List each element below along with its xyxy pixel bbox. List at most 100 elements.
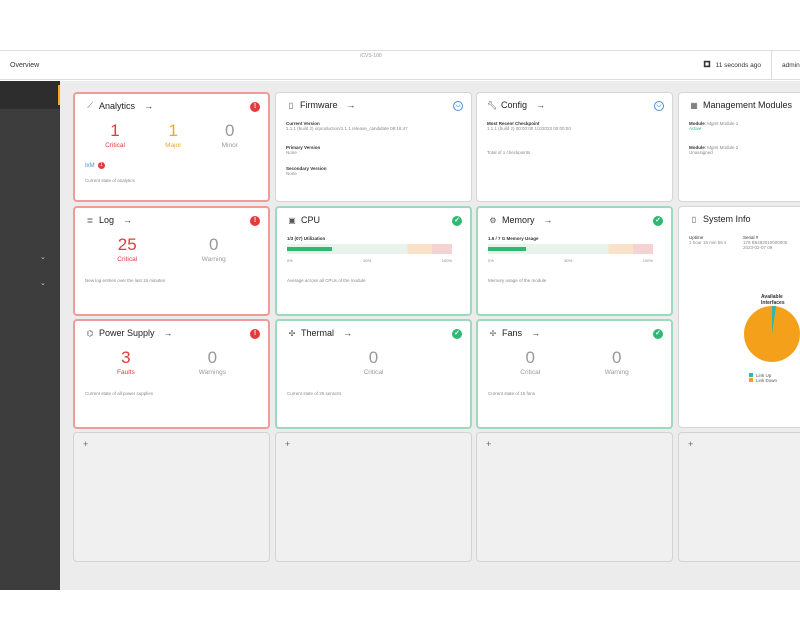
stat-minor[interactable]: 0 Minor	[222, 122, 238, 150]
widget-stats: 1 Critical 1 Major 0 Minor	[75, 121, 268, 150]
arrow-right-icon[interactable]: →	[123, 215, 133, 225]
user-menu[interactable]: admin	[782, 61, 800, 69]
add-widget-button[interactable]: +	[83, 439, 89, 449]
widget-title: Log	[99, 215, 115, 225]
fans-widget[interactable]: ✢ Fans → ✓ 0 Critical 0 Warning Current st…	[476, 319, 673, 429]
arrow-right-icon[interactable]: →	[531, 328, 541, 338]
bar-title: 1/3 (07) Utilization	[287, 236, 326, 241]
power-supply-widget[interactable]: ⌬ Power Supply → ! 3 Faults 0 Warnings Cur…	[73, 319, 270, 429]
kv-label: Primary Version	[286, 145, 321, 150]
empty-widget-slot[interactable]: +	[275, 432, 472, 562]
widget-description: Current state of analytics	[85, 178, 135, 183]
stat-label: Critical	[117, 256, 138, 263]
arrow-right-icon[interactable]: →	[543, 215, 553, 225]
chevron-down-icon[interactable]: ⌄	[40, 280, 46, 287]
error-status-icon: !	[250, 329, 260, 339]
stat-critical[interactable]: 0 Critical	[520, 348, 540, 377]
empty-widget-slot[interactable]: +	[476, 432, 673, 562]
widget-title: Power Supply	[99, 328, 155, 338]
management-module-1: Module: Mgmt Module 1 Active	[689, 121, 799, 131]
log-widget[interactable]: ≣ Log → ! 25 Critical 0 Warning New log en…	[73, 206, 270, 316]
arrow-right-icon[interactable]: →	[346, 100, 356, 110]
sysinfo-serial: Serial #178 B6482010000000 2023-02-07 09	[743, 235, 788, 250]
tick-label: 50%	[363, 258, 372, 263]
widget-title: Management Modules	[703, 100, 793, 110]
top-bar-right: 11 seconds ago admin	[693, 51, 800, 79]
empty-widget-slot[interactable]: +	[73, 432, 270, 562]
config-widget[interactable]: 🔧︎ Config → ◡ Most Recent Checkpoint 1.1.…	[476, 92, 673, 202]
widget-description: Memory usage of the module	[488, 278, 547, 283]
sidebar-item-selected[interactable]	[0, 81, 60, 109]
firmware-current: Current Version 1.1.1 (build 2) xrproduct…	[286, 121, 466, 131]
cpu-widget[interactable]: ▣ CPU ✓ 1/3 (07) Utilization 0% 50% 100%…	[275, 206, 472, 316]
widget-header: ⟋ Analytics →	[85, 101, 153, 111]
refresh-status[interactable]: 11 seconds ago	[693, 51, 772, 79]
grid-icon: ▦	[690, 100, 698, 110]
add-widget-button[interactable]: +	[285, 439, 291, 449]
stat-warnings[interactable]: 0 Warnings	[199, 348, 226, 377]
file-icon: ▯	[288, 100, 294, 110]
widget-description: Average across all CPUs of the module	[287, 278, 366, 283]
stat-critical[interactable]: 1 Critical	[105, 122, 125, 150]
stat-major[interactable]: 1 Major	[165, 121, 181, 150]
add-widget-button[interactable]: +	[688, 439, 694, 449]
stat-critical[interactable]: 25 Critical	[117, 235, 138, 264]
widget-title: Thermal	[301, 328, 335, 338]
stat-warning[interactable]: 0 Warning	[605, 349, 629, 377]
stat-critical[interactable]: 0 Critical	[364, 349, 384, 377]
legend-label: Link Up	[756, 373, 772, 378]
cpu-usage-bar	[287, 244, 452, 254]
bar-ticks: 0% 50% 100%	[287, 258, 452, 263]
stat-value: 25	[117, 235, 137, 254]
list-icon: ≣	[86, 215, 94, 225]
tick-label: 50%	[564, 258, 573, 263]
kv-label: Module	[689, 121, 705, 126]
pie-slice-up	[772, 306, 776, 334]
sidebar: ⌄ ⌄	[0, 81, 60, 590]
widget-title: System Info	[703, 214, 751, 224]
plug-icon: ⌬	[86, 328, 94, 338]
arrow-right-icon[interactable]: →	[536, 100, 546, 110]
stat-value: 1	[168, 121, 179, 140]
legend-item: Link Down	[749, 378, 777, 383]
widget-header: 🔧︎ Config →	[487, 100, 545, 110]
widget-header: ✣ Thermal →	[287, 328, 352, 338]
thermal-widget[interactable]: ✣ Thermal → ✓ 0 Critical Current state of…	[275, 319, 472, 429]
kv-value: 1.1.1 (build 2) xrproduction/1.1.1 relea…	[286, 126, 408, 131]
stat-warning[interactable]: 0 Warning	[202, 235, 226, 264]
error-status-icon: !	[250, 102, 260, 112]
stat-value: 0	[208, 235, 219, 254]
firmware-widget[interactable]: ▯ Firmware → ◡ Current Version 1.1.1 (bui…	[275, 92, 472, 202]
stat-value: 0	[525, 348, 535, 367]
kv-label: Module	[689, 145, 705, 150]
arrow-right-icon[interactable]: →	[343, 328, 353, 338]
add-widget-button[interactable]: +	[486, 439, 492, 449]
widget-stats: 0 Critical 0 Warning	[478, 348, 671, 377]
refresh-text: 11 seconds ago	[715, 61, 761, 69]
widget-header: ✢ Fans →	[488, 328, 540, 338]
breadcrumb[interactable]: Overview	[10, 61, 40, 69]
module-status: Unassigned	[689, 150, 713, 155]
bar-title: 1.6 / 7 G Memory Usage	[488, 236, 539, 241]
wrench-icon: 🔧︎	[487, 100, 498, 110]
stat-value: 0	[207, 348, 218, 367]
stat-faults[interactable]: 3 Faults	[117, 349, 135, 377]
widget-title: CPU	[301, 215, 321, 225]
bar-ticks: 0% 50% 100%	[488, 258, 653, 263]
management-modules-widget[interactable]: ▦ Management Modules Module: Mgmt Module…	[678, 92, 800, 202]
kv-label: Most Recent Checkpoint	[487, 121, 540, 126]
analytics-badge[interactable]: IxM 1	[85, 162, 105, 169]
analytics-widget[interactable]: ⟋ Analytics → ! 1 Critical 1 Major 0 Minor …	[73, 92, 270, 202]
firmware-primary: Primary Version None	[286, 145, 466, 155]
memory-widget[interactable]: ⚙︎ Memory → ✓ 1.6 / 7 G Memory Usage 0% …	[476, 206, 673, 316]
empty-widget-slot[interactable]: +	[678, 432, 800, 562]
chevron-down-icon[interactable]: ⌄	[40, 254, 46, 261]
kv-value: None	[286, 150, 297, 155]
widget-header: ≣ Log →	[85, 215, 132, 225]
arrow-right-icon[interactable]: →	[163, 328, 173, 338]
dashboard: ⟋ Analytics → ! 1 Critical 1 Major 0 Minor …	[60, 81, 800, 590]
stat-label: Faults	[117, 369, 135, 376]
system-info-widget[interactable]: ▯ System Info Uptime 1 hour 15 min 56 s S…	[678, 206, 800, 428]
widget-title: Analytics	[99, 101, 136, 111]
arrow-right-icon[interactable]: →	[144, 101, 154, 111]
